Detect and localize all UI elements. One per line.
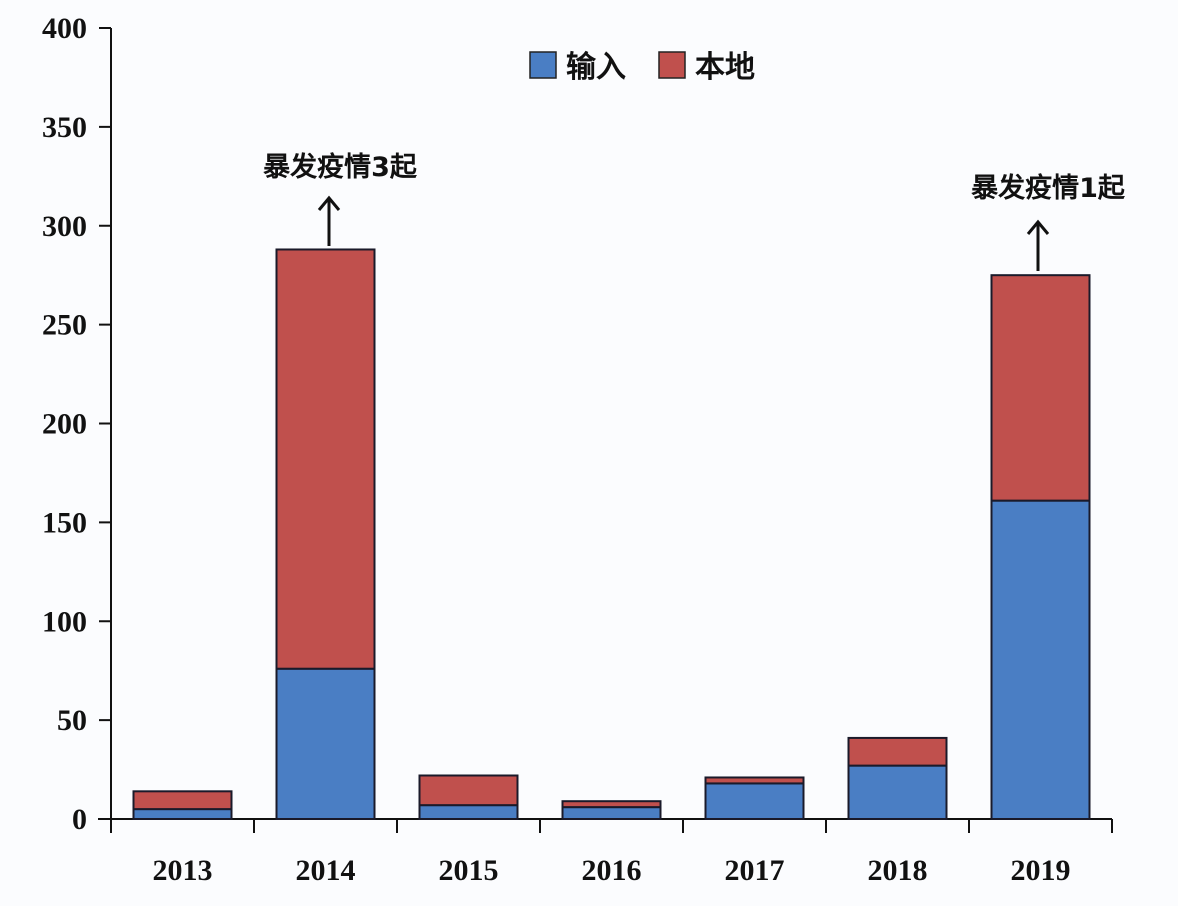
legend-swatch [529, 51, 557, 79]
bar-stack-2014 [275, 248, 376, 821]
y-tick-label: 100 [42, 605, 87, 638]
arrow-up-icon [1026, 219, 1050, 235]
y-tick-label: 350 [42, 111, 87, 144]
annotation-label: 暴发疫情1起 [971, 172, 1126, 204]
y-tick-label: 150 [42, 506, 87, 539]
bar-segment-local [561, 800, 662, 809]
bar-segment-imported [847, 764, 948, 820]
bar-segment-local [275, 248, 376, 670]
bar-stack-2016 [561, 800, 662, 821]
bar-stack-2015 [418, 774, 519, 820]
bar-segment-local [990, 274, 1091, 502]
legend-swatch [658, 51, 686, 79]
x-axis: 2013 2014 2015 2016 2017 2018 2019 [98, 818, 1113, 887]
bar-segment-local [847, 736, 948, 767]
bar-segment-imported [990, 499, 1091, 820]
x-tick-label: 2015 [439, 854, 499, 887]
x-tick-label: 2019 [1011, 854, 1071, 887]
bar-segment-imported [132, 808, 233, 820]
bar-stack-2013 [132, 790, 233, 820]
x-tick-label: 2016 [582, 854, 642, 887]
y-tick-label: 50 [57, 704, 87, 737]
arrow-up-icon [317, 195, 341, 211]
bar-segment-local [704, 776, 805, 785]
x-tick-label: 2018 [868, 854, 928, 887]
annotation-label: 暴发疫情3起 [263, 151, 418, 183]
y-tick-label: 300 [42, 210, 87, 243]
bars [132, 248, 1091, 821]
y-tick-label: 200 [42, 408, 87, 441]
bar-segment-imported [561, 806, 662, 821]
x-tick-label: 2013 [153, 854, 213, 887]
legend: 输入 本地 [529, 50, 755, 85]
legend-label: 输入 [566, 50, 626, 85]
x-tick-label: 2017 [725, 854, 785, 887]
bar-segment-local [418, 774, 519, 807]
x-tick-label: 2014 [296, 854, 356, 887]
bar-stack-2018 [847, 736, 948, 820]
legend-label: 本地 [695, 50, 755, 85]
bar-segment-imported [275, 667, 376, 821]
bar-stack-2017 [704, 776, 805, 821]
y-axis: 0 50 100 150 200 250 300 350 400 [42, 12, 112, 836]
y-tick-label: 400 [42, 12, 87, 45]
y-tick-label: 0 [72, 803, 87, 836]
bar-segment-imported [704, 782, 805, 821]
bar-stack-2019 [990, 274, 1091, 820]
y-tick-label: 250 [42, 309, 87, 342]
bar-segment-imported [418, 804, 519, 820]
bar-segment-local [132, 790, 233, 811]
